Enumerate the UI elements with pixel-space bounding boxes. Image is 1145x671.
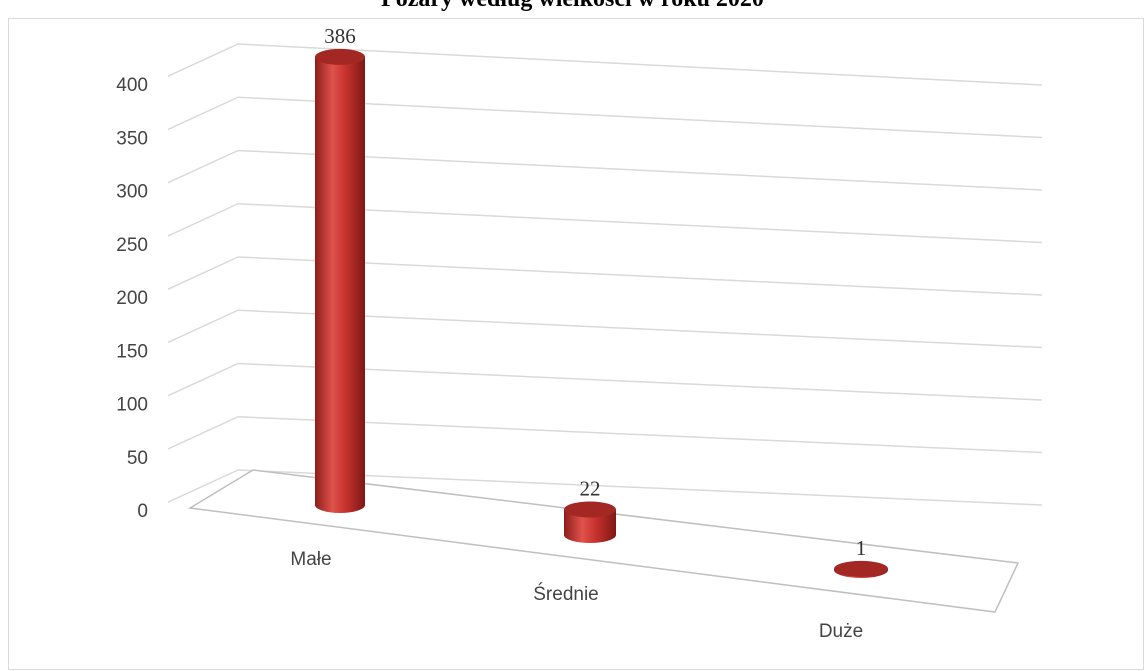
x-category-label: Duże [819, 621, 863, 642]
y-tick-label: 400 [116, 75, 148, 96]
x-category-label: Małe [290, 549, 331, 570]
y-tick-label: 200 [116, 288, 148, 309]
y-tick-label: 150 [116, 341, 148, 362]
bars: 386 22 1 [315, 24, 888, 578]
y-tick-label: 100 [116, 395, 148, 416]
x-axis-labels: Małe Średnie Duże [290, 549, 863, 642]
gridline [167, 469, 1043, 506]
data-label: 386 [324, 24, 356, 48]
data-label: 22 [580, 476, 601, 500]
gridline [167, 416, 1043, 454]
bar [315, 48, 365, 514]
gridline [167, 96, 1043, 139]
gridlines [167, 43, 1043, 506]
chart-frame [8, 18, 1144, 670]
gridline [167, 203, 1043, 244]
y-tick-label: 300 [116, 182, 148, 203]
y-tick-label: 350 [116, 128, 148, 149]
y-tick-label: 50 [127, 448, 148, 469]
y-tick-label: 250 [116, 235, 148, 256]
chart-title: Pożary według wielkości w roku 2020 [0, 0, 1145, 13]
gridline [167, 43, 1043, 86]
bar [834, 560, 888, 578]
gridline [167, 149, 1043, 191]
y-tick-label: 0 [137, 501, 148, 522]
gridline [167, 362, 1043, 401]
gridline [167, 256, 1043, 296]
gridline [167, 309, 1043, 349]
y-axis-ticks: 0 50 100 150 200 250 300 350 400 [116, 75, 148, 522]
bar [564, 501, 616, 543]
data-label: 1 [856, 536, 867, 560]
x-category-label: Średnie [533, 583, 599, 605]
